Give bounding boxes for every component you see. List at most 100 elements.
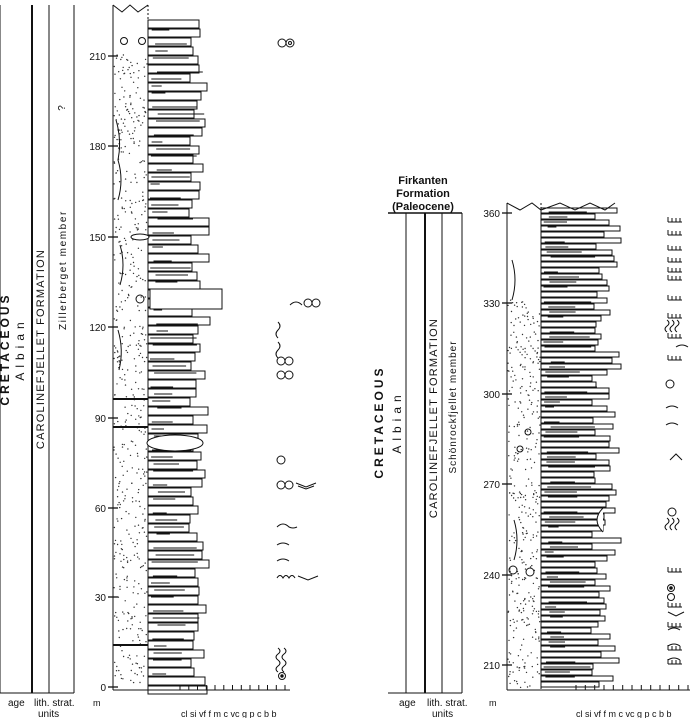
sand-dot (132, 272, 135, 275)
sand-dot (531, 401, 533, 404)
bed (540, 615, 606, 622)
sand-dot (530, 652, 532, 654)
left-lith-strat-footer: lith. strat. (34, 698, 75, 709)
sand-dot (120, 548, 123, 550)
sand-dot (123, 460, 125, 462)
sand-dot (510, 310, 513, 313)
sand-dot (510, 321, 512, 324)
sand-dot (121, 491, 124, 493)
sand-dot (525, 564, 527, 566)
sand-dot (513, 542, 515, 544)
left-concretion (146, 434, 204, 452)
ripple-icon (667, 627, 681, 631)
sand-dot (138, 340, 140, 342)
sand-dot (114, 615, 116, 617)
ripple-icon (667, 643, 681, 647)
sand-dot (508, 370, 510, 372)
sand-dot (145, 482, 147, 485)
sand-dot (113, 254, 115, 256)
left-member-label: Zillerberget member (58, 210, 69, 330)
sand-dot (510, 582, 513, 584)
bivalve-icon (276, 480, 317, 490)
sand-dot (522, 366, 524, 368)
bed (147, 334, 194, 344)
sand-dot (528, 340, 530, 342)
sand-dot (128, 133, 131, 135)
sand-dot (513, 537, 516, 539)
bed (147, 37, 192, 47)
sand-dot (517, 497, 519, 499)
sand-dot (115, 172, 117, 174)
sand-dot (136, 472, 138, 474)
sand-dot (535, 498, 537, 501)
sand-dot (117, 123, 120, 125)
sand-dot (142, 484, 144, 486)
sand-dot (510, 575, 513, 577)
sand-dot (134, 223, 136, 226)
sand-dot (137, 247, 140, 249)
sand-dot (145, 174, 147, 176)
sand-dot (124, 374, 126, 376)
sand-dot (138, 114, 140, 117)
bed (540, 555, 608, 562)
sand-dot (124, 300, 127, 302)
sand-dot (144, 508, 146, 510)
sand-dot (138, 468, 140, 470)
sand-dot (132, 261, 135, 264)
sand-dot (133, 141, 135, 143)
sand-dot (524, 662, 526, 664)
bed (540, 471, 595, 478)
sand-dot (530, 323, 532, 326)
sand-dot (536, 495, 538, 498)
sand-dot (519, 649, 522, 651)
ripple-icon (276, 523, 298, 529)
sand-dot (520, 346, 522, 348)
sand-dot (521, 354, 523, 356)
sand-dot (519, 364, 522, 367)
sand-dot (508, 594, 511, 596)
sand-dot (121, 378, 123, 380)
sand-dot (531, 413, 534, 415)
sand-dot (146, 471, 148, 473)
sand-dot (127, 110, 130, 113)
sand-dot (128, 285, 130, 287)
sand-dot (537, 613, 540, 615)
sand-dot (531, 484, 533, 486)
sand-dot (512, 380, 514, 382)
sand-dot (143, 473, 145, 475)
sand-dot (117, 457, 119, 459)
right-overlying-unit-line3: (Paleocene) (392, 201, 454, 213)
sand-dot (120, 517, 123, 520)
sand-dot (113, 357, 115, 360)
sand-dot (538, 515, 540, 517)
sand-dot (532, 555, 535, 558)
sand-dot (116, 310, 119, 312)
sand-dot (132, 132, 134, 135)
sand-dot (145, 356, 148, 359)
sand-dot (134, 173, 136, 175)
sand-dot (131, 617, 133, 619)
sand-dot (115, 57, 118, 59)
sand-dot (525, 307, 527, 309)
bed (540, 387, 610, 394)
sand-dot (142, 565, 144, 567)
sand-dot (119, 585, 121, 588)
sand-dot (136, 452, 139, 455)
sand-dot (137, 455, 139, 457)
bivalve-icon (667, 507, 677, 517)
sand-dot (519, 321, 521, 323)
sand-dot (525, 530, 528, 532)
sand-dot (524, 598, 526, 601)
sand-dot (129, 94, 131, 97)
bed (540, 399, 593, 406)
sand-dot (514, 539, 517, 542)
bed (147, 271, 198, 281)
sand-dot (116, 489, 119, 491)
sand-dot (507, 398, 509, 400)
sand-dot (526, 430, 529, 432)
sand-dot (142, 160, 144, 162)
bed (540, 507, 616, 514)
sand-dot (516, 683, 519, 685)
bed (147, 145, 200, 155)
sand-dot (144, 457, 146, 460)
